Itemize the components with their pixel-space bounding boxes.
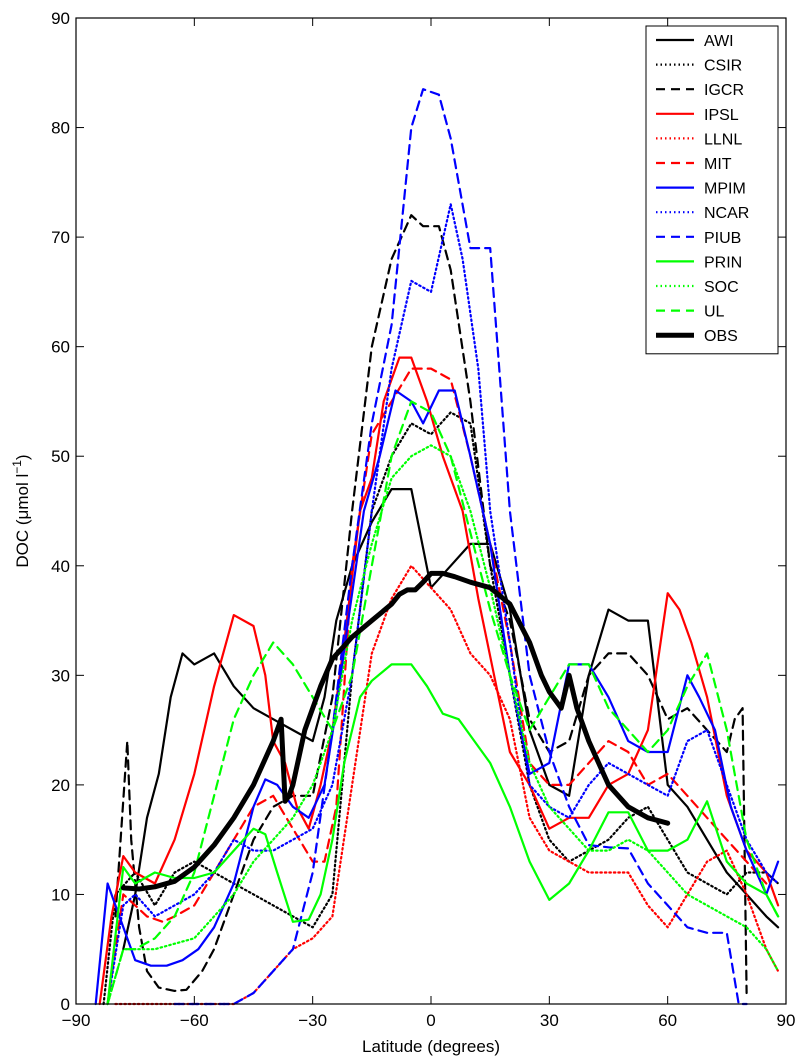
y-tick-label: 80 [51, 119, 70, 138]
legend: AWI CSIR IGCR IPSL LLNL MIT MPIM NCAR PIUB PRIN SO… [645, 25, 779, 355]
x-tick-label: 0 [426, 1011, 435, 1030]
legend-label-csir: CSIR [704, 58, 742, 75]
series-line-ul [106, 400, 780, 1006]
legend-label-awi: AWI [704, 33, 734, 50]
y-tick-label: 90 [51, 9, 70, 28]
series-line-awi [122, 488, 780, 951]
legend-label-obs: OBS [704, 328, 738, 345]
legend-label-llnl: LLNL [704, 131, 742, 148]
series-line-csir [102, 411, 780, 1006]
y-tick-label: 10 [51, 885, 70, 904]
y-tick-label: 20 [51, 776, 70, 795]
legend-label-igcr: IGCR [704, 82, 744, 99]
series-line-ipsl [98, 356, 780, 1006]
y-tick-label: 70 [51, 228, 70, 247]
series-line-piub [173, 88, 748, 1006]
y-tick-label: 60 [51, 338, 70, 357]
y-axis-label-superscript: −1 [10, 460, 24, 474]
y-tick-label: 50 [51, 447, 70, 466]
legend-label-mpim: MPIM [704, 181, 746, 198]
y-tick-label: 0 [61, 995, 70, 1014]
y-tick-label: 30 [51, 666, 70, 685]
series-line-obs [120, 570, 671, 892]
x-tick-label: 60 [658, 1011, 677, 1030]
y-tick-label: 40 [51, 557, 70, 576]
legend-label-mit: MIT [704, 156, 732, 173]
legend-label-soc: SOC [704, 279, 739, 296]
tick-layer: −90 −60 −30 0 30 60 90 0 10 20 30 40 50 60 70 80 90 [51, 9, 795, 1030]
x-tick-label: −90 [62, 1011, 91, 1030]
y-axis-label-main: DOC (μmol l [13, 474, 32, 568]
legend-box [645, 25, 779, 355]
series-line-igcr [114, 214, 748, 995]
series-line-soc [106, 444, 780, 1006]
x-tick-label: 90 [777, 1011, 796, 1030]
series-layer [94, 88, 780, 1006]
series-line-prin [106, 663, 780, 1006]
legend-label-ul: UL [704, 304, 725, 321]
legend-label-prin: PRIN [704, 254, 742, 271]
legend-label-ncar: NCAR [704, 205, 749, 222]
x-axis-label: Latitude (degrees) [362, 1037, 500, 1056]
y-axis-label-suffix: ) [13, 454, 32, 460]
x-tick-label: −60 [180, 1011, 209, 1030]
legend-label-piub: PIUB [704, 230, 741, 247]
x-tick-label: 30 [540, 1011, 559, 1030]
x-tick-label: −30 [298, 1011, 327, 1030]
y-axis-label: DOC (μmol l−1) [10, 454, 32, 567]
legend-label-ipsl: IPSL [704, 107, 739, 124]
